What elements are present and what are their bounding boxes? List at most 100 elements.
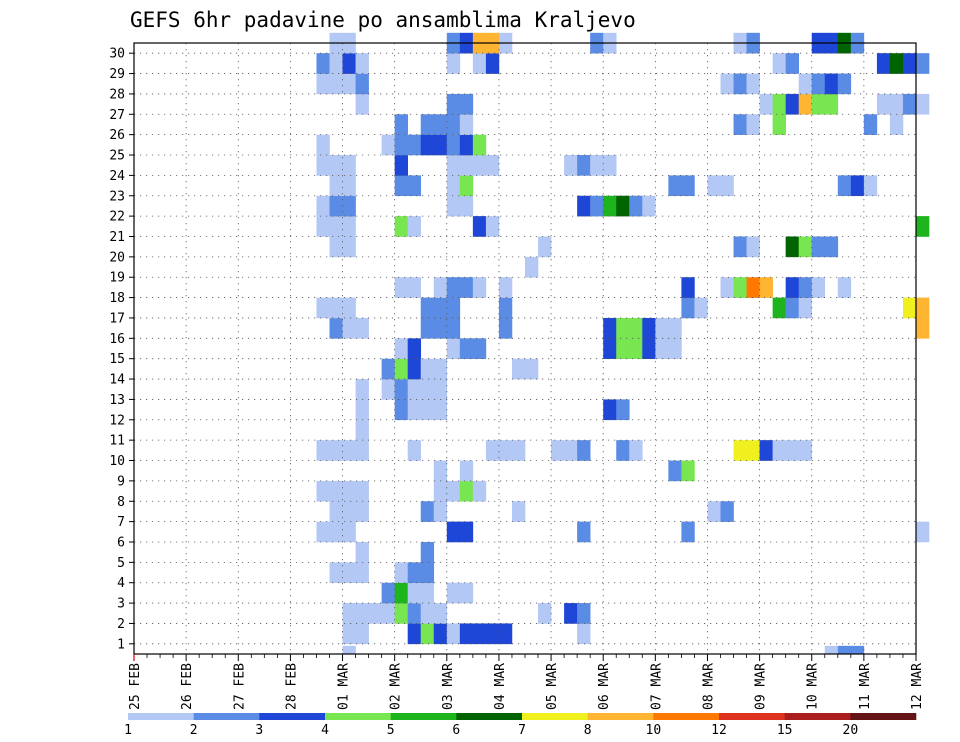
- colorbar-segment: [653, 713, 720, 720]
- y-tick-label: 24: [109, 169, 125, 184]
- heatmap-cell: [511, 440, 526, 461]
- heatmap-cell: [616, 195, 630, 217]
- heatmap-cell: [433, 480, 448, 502]
- heatmap-cell: [564, 440, 578, 461]
- colorbar-label: 8: [584, 723, 592, 738]
- heatmap-cell: [668, 460, 682, 482]
- heatmap-cell: [446, 93, 461, 115]
- heatmap-cell: [407, 623, 422, 645]
- heatmap-cell: [446, 317, 461, 339]
- heatmap-cell: [355, 603, 369, 624]
- heatmap-cell: [355, 399, 369, 421]
- heatmap-cell: [407, 379, 422, 400]
- x-tick-label: 12 MAR: [910, 663, 925, 710]
- heatmap-cell: [329, 562, 343, 584]
- y-tick-label: 22: [109, 210, 125, 225]
- heatmap-cell: [590, 195, 604, 217]
- heatmap-cell: [459, 521, 474, 543]
- heatmap-cell: [420, 603, 435, 624]
- heatmap-cell: [577, 440, 591, 461]
- heatmap-cell: [407, 399, 422, 421]
- heatmap-cell: [316, 134, 330, 156]
- heatmap-cell: [577, 195, 591, 217]
- heatmap-cell: [446, 155, 461, 176]
- heatmap-cell: [824, 93, 839, 115]
- heatmap-cell: [472, 53, 487, 74]
- heatmap-cell: [889, 114, 904, 135]
- x-tick-label: 03 MAR: [441, 663, 456, 710]
- heatmap-cell: [772, 297, 786, 319]
- heatmap-cell: [629, 440, 643, 461]
- heatmap-cell: [329, 501, 343, 522]
- heatmap-cell: [381, 582, 395, 604]
- heatmap-cell: [916, 93, 930, 115]
- colorbar-segment: [522, 713, 588, 720]
- heatmap-cell: [746, 236, 760, 258]
- heatmap-cell: [629, 317, 643, 339]
- heatmap-cell: [446, 338, 461, 359]
- heatmap-cell: [342, 623, 356, 645]
- y-tick-label: 7: [117, 515, 125, 530]
- heatmap-cell: [446, 277, 461, 298]
- heatmap-cell: [616, 338, 630, 359]
- heatmap-cell: [720, 73, 734, 95]
- heatmap-cell: [485, 155, 500, 176]
- heatmap-cell: [420, 379, 435, 400]
- heatmap-cell: [316, 216, 330, 237]
- heatmap-cell: [498, 317, 513, 339]
- heatmap-cell: [681, 277, 695, 298]
- colorbar-segment: [456, 713, 523, 720]
- heatmap-cell: [590, 155, 604, 176]
- heatmap-cell: [785, 277, 799, 298]
- heatmap-cell: [433, 114, 448, 135]
- heatmap-cell: [446, 623, 461, 645]
- heatmap-cell: [759, 440, 773, 461]
- heatmap-cell: [420, 501, 435, 522]
- heatmap-cell: [329, 216, 343, 237]
- heatmap-cell: [433, 379, 448, 400]
- heatmap-cell: [472, 623, 487, 645]
- heatmap-cell: [394, 399, 408, 421]
- x-tick-label: 05 MAR: [545, 663, 560, 710]
- colorbar-segment: [193, 713, 260, 720]
- heatmap-cell: [459, 134, 474, 156]
- heatmap-cell: [668, 175, 682, 197]
- x-tick-label: 26 FEB: [180, 663, 195, 710]
- heatmap-cell: [459, 195, 474, 217]
- heatmap-cell: [551, 440, 565, 461]
- heatmap-cell: [329, 73, 343, 95]
- y-tick-label: 26: [109, 128, 125, 143]
- x-axis: 25 FEB 26 FEB 27 FEB 28 FEB 01 MAR 02 MAR 03 M…: [128, 654, 925, 710]
- heatmap-cell: [433, 501, 448, 522]
- heatmap-cell: [433, 277, 448, 298]
- heatmap-cell: [902, 297, 917, 319]
- heatmap-cell: [355, 480, 369, 502]
- heatmap-cell: [433, 297, 448, 319]
- colorbar-segment: [587, 713, 654, 720]
- heatmap-cell: [733, 236, 747, 258]
- heatmap-cell: [642, 338, 656, 359]
- heatmap-cell: [746, 114, 760, 135]
- x-tick-label: 10 MAR: [806, 663, 821, 710]
- heatmap-cell: [342, 236, 356, 258]
- x-tick-label: 04 MAR: [493, 663, 508, 710]
- x-tick-label: 11 MAR: [858, 663, 873, 710]
- heatmap-cell: [759, 277, 773, 298]
- heatmap-cell: [498, 440, 513, 461]
- colorbar-segment: [784, 713, 851, 720]
- heatmap-cell: [746, 440, 760, 461]
- heatmap-cell: [446, 582, 461, 604]
- heatmap-cell: [329, 521, 343, 543]
- y-tick-label: 23: [109, 189, 125, 204]
- heatmap-cell: [759, 93, 773, 115]
- heatmap-cell: [642, 195, 656, 217]
- heatmap-cell: [381, 134, 395, 156]
- heatmap-cell: [564, 603, 578, 624]
- heatmap-cell: [446, 297, 461, 319]
- heatmap-cell: [511, 358, 526, 380]
- colorbar-segment: [719, 713, 785, 720]
- y-tick-label: 11: [109, 434, 125, 449]
- heatmap-cells: [316, 32, 930, 655]
- heatmap-cell: [394, 134, 408, 156]
